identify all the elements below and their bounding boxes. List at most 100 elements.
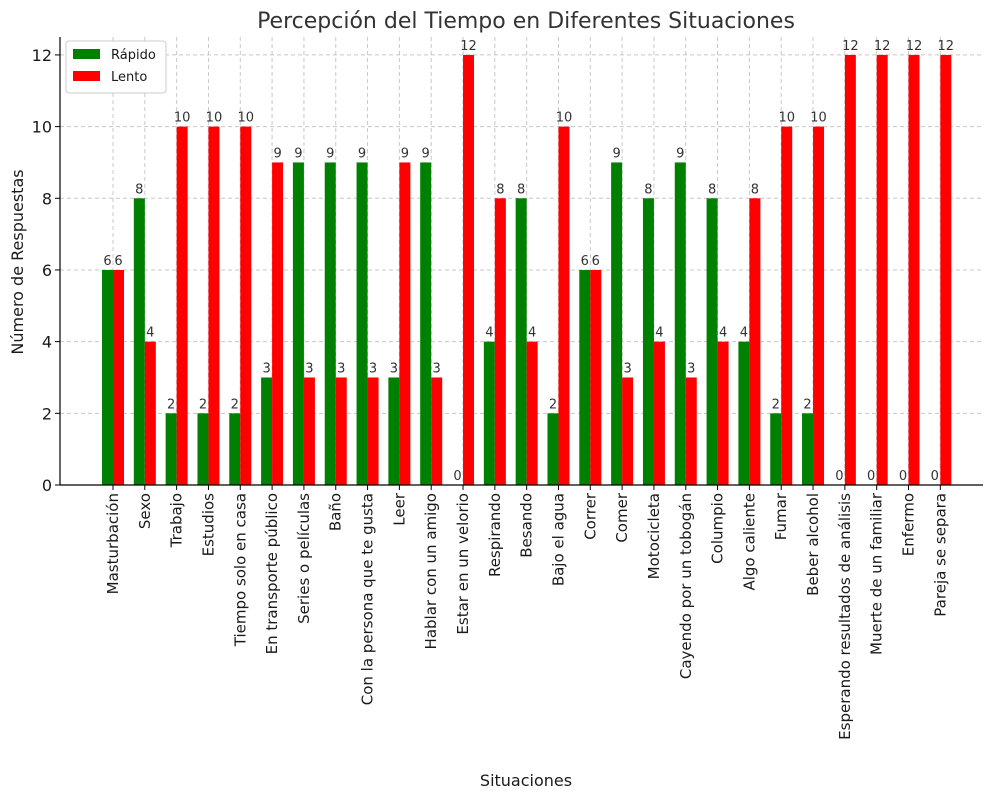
data-label-lento-fumar: 10 bbox=[778, 111, 795, 126]
bar-lento-correr bbox=[590, 269, 602, 485]
data-label-rapido-algo-caliente: 4 bbox=[740, 326, 748, 341]
bar-rapido-bano bbox=[324, 162, 336, 485]
y-tick-label: 12 bbox=[32, 46, 52, 65]
bar-lento-algo-caliente bbox=[749, 198, 761, 485]
chart-title: Percepción del Tiempo en Diferentes Situ… bbox=[257, 9, 795, 34]
legend-label-lento: Lento bbox=[111, 70, 147, 85]
legend-label-rapido: Rápido bbox=[111, 48, 156, 63]
y-tick-label: 10 bbox=[32, 118, 52, 137]
bar-lento-fumar bbox=[781, 126, 793, 485]
bar-lento-comer bbox=[622, 377, 634, 485]
data-label-lento-masturbacion: 6 bbox=[114, 254, 122, 269]
x-tick-label-comer: Comer bbox=[613, 492, 631, 542]
bar-lento-leer bbox=[399, 162, 411, 485]
x-tick-label-motocicleta: Motocicleta bbox=[645, 493, 663, 579]
data-label-rapido-respirando: 4 bbox=[485, 326, 493, 341]
bar-lento-series-o-peliculas bbox=[303, 377, 315, 485]
bar-rapido-correr bbox=[579, 269, 591, 485]
data-label-lento-columpio: 4 bbox=[719, 326, 727, 341]
data-label-rapido-estudios: 2 bbox=[199, 397, 207, 412]
data-label-lento-muerte-de-un-familiar: 12 bbox=[874, 39, 891, 54]
data-label-lento-con-la-persona-que-te-gusta: 3 bbox=[369, 361, 377, 376]
data-label-rapido-beber-alcohol: 2 bbox=[803, 397, 811, 412]
bar-rapido-con-la-persona-que-te-gusta bbox=[356, 162, 368, 485]
x-tick-label-masturbacion: Masturbación bbox=[104, 493, 122, 594]
bar-lento-bano bbox=[335, 377, 347, 485]
legend-swatch-rapido bbox=[73, 49, 100, 59]
x-ticks-layer: Masturbación Sexo Trabajo Estudios Tiempo so… bbox=[104, 485, 949, 740]
x-tick-label-pareja-se-separa: Pareja se separa bbox=[931, 493, 949, 617]
y-tick-label: 8 bbox=[42, 189, 52, 208]
bar-lento-con-la-persona-que-te-gusta bbox=[367, 377, 379, 485]
data-label-lento-trabajo: 10 bbox=[174, 111, 191, 126]
bar-lento-columpio bbox=[717, 341, 729, 485]
bar-lento-en-transporte-publico bbox=[272, 162, 284, 485]
x-tick-label-algo-caliente: Algo caliente bbox=[740, 493, 758, 591]
bar-lento-hablar-con-un-amigo bbox=[431, 377, 443, 485]
x-tick-label-tiempo-solo-en-casa: Tiempo solo en casa bbox=[231, 493, 249, 647]
bars-layer bbox=[102, 54, 952, 486]
x-tick-label-sexo: Sexo bbox=[136, 493, 154, 529]
bar-lento-masturbacion bbox=[113, 269, 124, 485]
data-label-lento-hablar-con-un-amigo: 3 bbox=[433, 361, 441, 376]
data-label-rapido-pareja-se-separa: 0 bbox=[931, 469, 939, 484]
bar-rapido-columpio bbox=[706, 198, 718, 485]
bar-rapido-comer bbox=[611, 162, 623, 485]
bar-rapido-besando bbox=[515, 198, 527, 485]
data-label-rapido-comer: 9 bbox=[612, 146, 620, 161]
y-tick-label: 2 bbox=[42, 404, 52, 423]
data-label-lento-correr: 6 bbox=[592, 254, 600, 269]
x-tick-label-estudios: Estudios bbox=[199, 493, 217, 557]
data-label-rapido-fumar: 2 bbox=[772, 397, 780, 412]
y-tick-label: 0 bbox=[42, 476, 52, 495]
data-label-lento-besando: 4 bbox=[528, 326, 536, 341]
x-tick-label-cayendo-por-un-tobogan: Cayendo por un tobogán bbox=[677, 493, 695, 679]
bar-rapido-estudios bbox=[197, 413, 209, 485]
data-label-rapido-estar-en-un-velorio: 0 bbox=[453, 469, 461, 484]
data-label-lento-enfermo: 12 bbox=[906, 39, 923, 54]
data-label-lento-pareja-se-separa: 12 bbox=[938, 39, 955, 54]
bar-rapido-motocicleta bbox=[642, 198, 654, 485]
data-label-lento-series-o-peliculas: 3 bbox=[305, 361, 313, 376]
data-label-rapido-besando: 8 bbox=[517, 182, 525, 197]
bar-rapido-algo-caliente bbox=[738, 341, 750, 485]
data-label-rapido-muerte-de-un-familiar: 0 bbox=[867, 469, 875, 484]
bar-rapido-series-o-peliculas bbox=[292, 162, 304, 485]
x-tick-label-bajo-el-agua: Bajo el agua bbox=[549, 493, 567, 586]
data-label-lento-cayendo-por-un-tobogan: 3 bbox=[687, 361, 695, 376]
x-tick-label-series-o-peliculas: Series o películas bbox=[295, 493, 313, 624]
data-label-lento-esperando-resultados-de-analisis: 12 bbox=[842, 39, 859, 54]
data-label-lento-bajo-el-agua: 10 bbox=[556, 111, 573, 126]
data-label-lento-leer: 9 bbox=[401, 146, 409, 161]
y-ticks-layer: 0 2 4 6 8 10 12 bbox=[32, 46, 60, 495]
x-tick-label-trabajo: Trabajo bbox=[168, 493, 186, 548]
bar-rapido-tiempo-solo-en-casa bbox=[229, 413, 241, 485]
x-tick-label-enfermo: Enfermo bbox=[900, 493, 918, 556]
legend-swatch-lento bbox=[73, 71, 100, 81]
bar-lento-bajo-el-agua bbox=[558, 126, 570, 485]
data-label-rapido-tiempo-solo-en-casa: 2 bbox=[231, 397, 239, 412]
data-label-lento-estudios: 10 bbox=[206, 111, 223, 126]
x-tick-label-columpio: Columpio bbox=[709, 493, 727, 564]
y-tick-label: 6 bbox=[42, 261, 52, 280]
x-tick-label-leer: Leer bbox=[390, 492, 408, 526]
data-label-rapido-enfermo: 0 bbox=[899, 469, 907, 484]
bar-lento-trabajo bbox=[176, 126, 188, 485]
data-label-rapido-en-transporte-publico: 3 bbox=[262, 361, 270, 376]
bar-rapido-hablar-con-un-amigo bbox=[420, 162, 432, 485]
data-label-lento-tiempo-solo-en-casa: 10 bbox=[238, 111, 255, 126]
data-label-rapido-con-la-persona-que-te-gusta: 9 bbox=[358, 146, 366, 161]
data-label-lento-estar-en-un-velorio: 12 bbox=[460, 39, 477, 54]
x-axis-label: Situaciones bbox=[480, 771, 572, 790]
data-label-lento-comer: 3 bbox=[623, 361, 631, 376]
x-tick-label-respirando: Respirando bbox=[486, 493, 504, 577]
x-tick-label-con-la-persona-que-te-gusta: Con la persona que te gusta bbox=[359, 493, 377, 705]
bar-rapido-masturbacion bbox=[102, 269, 113, 485]
bar-rapido-en-transporte-publico bbox=[261, 377, 273, 485]
data-label-rapido-esperando-resultados-de-analisis: 0 bbox=[835, 469, 843, 484]
data-label-rapido-trabajo: 2 bbox=[167, 397, 175, 412]
bar-lento-beber-alcohol bbox=[813, 126, 825, 485]
